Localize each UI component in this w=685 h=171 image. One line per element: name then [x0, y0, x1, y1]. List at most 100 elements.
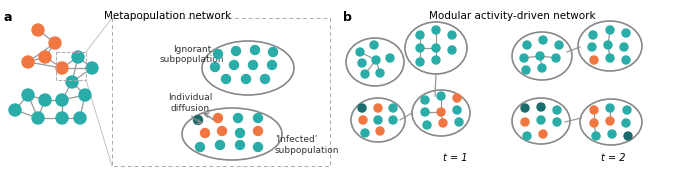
Circle shape	[623, 106, 631, 114]
Circle shape	[523, 132, 531, 140]
FancyArrowPatch shape	[192, 116, 202, 124]
Circle shape	[221, 75, 230, 83]
Circle shape	[253, 114, 262, 122]
Circle shape	[86, 62, 98, 74]
Circle shape	[236, 141, 245, 149]
Circle shape	[268, 61, 277, 69]
Bar	[56, 52, 86, 80]
Circle shape	[253, 142, 262, 152]
Circle shape	[592, 132, 600, 140]
Circle shape	[9, 104, 21, 116]
Circle shape	[622, 29, 630, 37]
Circle shape	[522, 66, 530, 74]
Circle shape	[555, 41, 563, 49]
Circle shape	[374, 104, 382, 112]
Circle shape	[448, 46, 456, 54]
Circle shape	[251, 45, 260, 55]
Circle shape	[376, 69, 384, 77]
Circle shape	[234, 114, 242, 122]
Circle shape	[389, 116, 397, 124]
Circle shape	[72, 51, 84, 63]
Circle shape	[269, 48, 277, 56]
Circle shape	[359, 116, 367, 124]
Text: Modular activity-driven network: Modular activity-driven network	[429, 11, 595, 21]
Text: Metapopulation network: Metapopulation network	[104, 11, 232, 21]
Circle shape	[56, 112, 68, 124]
Text: 'Infected'
subpopulation: 'Infected' subpopulation	[275, 135, 340, 155]
Circle shape	[253, 127, 262, 135]
Circle shape	[606, 117, 614, 125]
Circle shape	[376, 127, 384, 135]
Circle shape	[361, 129, 369, 137]
Circle shape	[249, 61, 258, 69]
Circle shape	[39, 51, 51, 63]
Circle shape	[389, 104, 397, 112]
Circle shape	[216, 141, 225, 149]
Circle shape	[553, 118, 561, 126]
Circle shape	[437, 92, 445, 100]
Circle shape	[370, 41, 378, 49]
Circle shape	[32, 24, 44, 36]
Circle shape	[229, 61, 238, 69]
Circle shape	[421, 96, 429, 104]
Circle shape	[437, 108, 445, 116]
Circle shape	[604, 41, 612, 49]
Circle shape	[421, 108, 429, 116]
Text: a: a	[4, 11, 12, 24]
Text: Ignorant
subpopulation: Ignorant subpopulation	[160, 45, 224, 64]
Circle shape	[523, 41, 531, 49]
Circle shape	[553, 106, 561, 114]
Circle shape	[22, 56, 34, 68]
Circle shape	[195, 142, 205, 152]
Circle shape	[358, 104, 366, 112]
Circle shape	[242, 75, 251, 83]
Circle shape	[49, 37, 61, 49]
Circle shape	[416, 44, 424, 52]
Circle shape	[56, 94, 68, 106]
Circle shape	[538, 64, 546, 72]
Circle shape	[22, 89, 34, 101]
Circle shape	[521, 118, 529, 126]
Circle shape	[214, 49, 223, 58]
FancyArrowPatch shape	[204, 113, 213, 120]
Circle shape	[432, 56, 440, 64]
Circle shape	[32, 112, 44, 124]
Circle shape	[74, 112, 86, 124]
Circle shape	[210, 62, 219, 71]
Circle shape	[416, 58, 424, 66]
Circle shape	[608, 130, 616, 138]
Circle shape	[588, 43, 596, 51]
Text: t = 1: t = 1	[443, 153, 467, 163]
Circle shape	[606, 54, 614, 62]
Circle shape	[539, 130, 547, 138]
Circle shape	[218, 127, 227, 135]
Circle shape	[606, 26, 614, 34]
Circle shape	[232, 47, 240, 56]
Circle shape	[590, 119, 598, 127]
Circle shape	[374, 116, 382, 124]
Circle shape	[66, 76, 78, 88]
Circle shape	[590, 106, 598, 114]
Circle shape	[620, 43, 628, 51]
Circle shape	[552, 54, 560, 62]
Text: b: b	[343, 11, 352, 24]
Circle shape	[622, 56, 630, 64]
Circle shape	[590, 56, 598, 64]
Circle shape	[606, 104, 614, 112]
Text: t = 2: t = 2	[601, 153, 625, 163]
Circle shape	[624, 132, 632, 140]
Circle shape	[432, 26, 440, 34]
Circle shape	[358, 59, 366, 67]
Circle shape	[56, 62, 68, 74]
Circle shape	[79, 89, 91, 101]
Circle shape	[448, 31, 456, 39]
Circle shape	[455, 118, 463, 126]
Circle shape	[589, 31, 597, 39]
Circle shape	[521, 104, 529, 112]
Circle shape	[536, 52, 544, 60]
Circle shape	[236, 128, 245, 137]
Circle shape	[201, 128, 210, 137]
Circle shape	[260, 75, 269, 83]
Circle shape	[423, 121, 431, 129]
Circle shape	[439, 119, 447, 127]
